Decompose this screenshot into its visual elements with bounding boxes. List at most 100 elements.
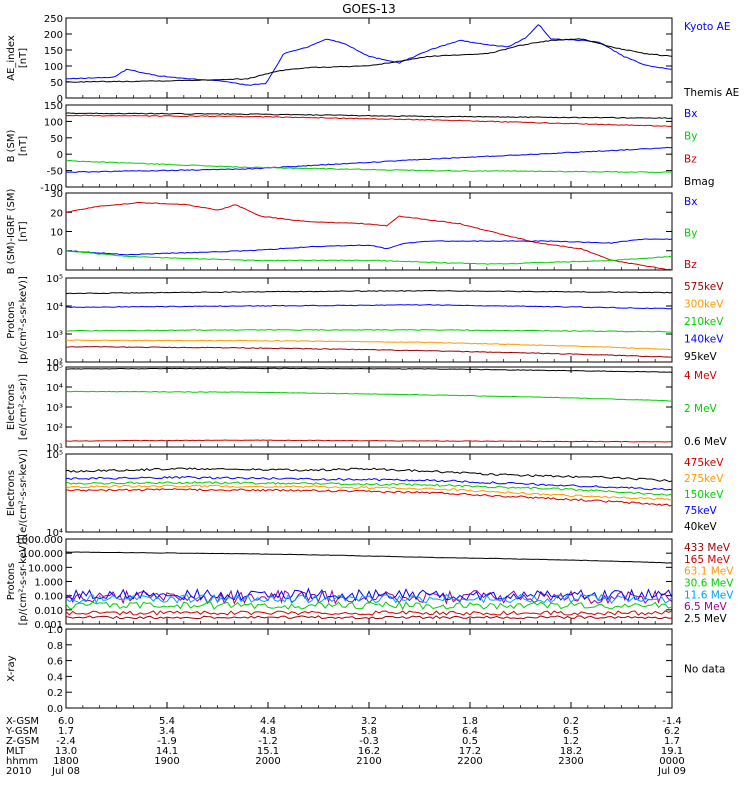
y-axis-label: B (SM)-IGRF (SM) xyxy=(6,189,17,275)
y-tick-label: 10² xyxy=(46,423,63,434)
ephemeris-row-label: 2010 xyxy=(6,766,31,777)
legend-entry: 165 MeV xyxy=(684,554,731,566)
panel-frame xyxy=(65,453,673,533)
y-tick-label: 50 xyxy=(50,78,63,89)
y-axis-label: [e/(cm²-s-sr)] xyxy=(18,374,29,440)
series-line xyxy=(65,346,673,358)
y-tick-label: 0 xyxy=(57,150,63,161)
series-line xyxy=(65,201,673,271)
series-line xyxy=(65,476,673,491)
plot-title: GOES-13 xyxy=(342,2,396,16)
legend-entry: By xyxy=(684,131,697,143)
y-tick-label: 10⁴ xyxy=(46,302,63,313)
ephemeris-value: 4.8 xyxy=(260,726,276,737)
y-tick-label: 10⁵ xyxy=(46,274,63,285)
ephemeris-value: 1.7 xyxy=(58,726,74,737)
y-tick-label: 150 xyxy=(44,101,63,112)
y-tick-label: 100.000 xyxy=(22,549,63,560)
series-line xyxy=(65,289,673,295)
series-line xyxy=(65,114,673,127)
y-tick-label: -100 xyxy=(40,183,63,194)
ephemeris-value: 0.5 xyxy=(462,736,478,747)
y-tick-label: 0 xyxy=(57,247,63,258)
y-tick-label: 250 xyxy=(44,14,63,25)
panel-protons1: 10² 10³ 10⁴ 10⁵ Protons [p/(cm²-s-sr-keV)] 575… xyxy=(6,274,724,369)
series-line xyxy=(65,159,673,174)
series-line xyxy=(65,146,673,173)
legend-entry: 433 MeV xyxy=(684,542,731,554)
series-line xyxy=(65,551,673,564)
y-tick-label: 20 xyxy=(50,208,63,219)
legend-entry: 300keV xyxy=(684,299,724,311)
series-line xyxy=(65,367,673,373)
series-line xyxy=(65,238,673,256)
panel-electrons2: 10⁴ 10⁵ Electrons [e/(cm²-s-sr-keV)] 475keV 2… xyxy=(6,449,724,539)
legend-entry: Bz xyxy=(684,259,697,271)
ephemeris-value: -2.4 xyxy=(56,736,76,747)
y-axis-label: Protons xyxy=(6,563,17,600)
ephemeris-row-label: MLT xyxy=(6,746,26,757)
panel-protons2: 0.001 0.010 0.100 1.000 10.000 100.000 1000.00… xyxy=(6,535,734,631)
ephemeris-value: 1.2 xyxy=(563,736,579,747)
legend-entry: 95keV xyxy=(684,351,718,363)
y-tick-label: -50 xyxy=(47,167,63,178)
ephemeris-value: 6.0 xyxy=(58,716,74,727)
legend-entry: 140keV xyxy=(684,334,724,346)
y-tick-label: 10 xyxy=(50,228,63,239)
ephemeris-value: 19.1 xyxy=(661,746,683,757)
y-tick-label: 0.100 xyxy=(34,592,63,603)
ephemeris-value: 1900 xyxy=(154,756,179,767)
y-tick-label: 10¹ xyxy=(46,443,63,454)
panel-xray: 0.0 0.2 0.4 0.6 0.8 1.0 X-ray No data xyxy=(6,625,725,715)
ephemeris-value: 18.2 xyxy=(560,746,582,757)
series-line xyxy=(65,112,673,119)
ephemeris-value: 2200 xyxy=(457,756,482,767)
legend-entry: Bmag xyxy=(684,176,715,188)
series-line xyxy=(65,589,673,605)
panel-bdiff: 0 10 20 30 B (SM)-IGRF (SM) [nT] Bx By Bz xyxy=(6,189,697,275)
y-tick-label: 0 xyxy=(57,94,63,105)
legend-entry: 63.1 MeV xyxy=(684,566,734,578)
legend-entry: 210keV xyxy=(684,316,724,328)
ephemeris-value: 0000 xyxy=(659,756,684,767)
ephemeris-value: 14.1 xyxy=(156,746,178,757)
y-axis-label: [nT] xyxy=(18,221,29,241)
legend-entry: Kyoto AE xyxy=(684,21,730,33)
series-line xyxy=(65,615,673,620)
series-line xyxy=(65,587,673,602)
series-line xyxy=(65,488,673,507)
legend-entry: 40keV xyxy=(684,521,718,533)
series-line xyxy=(65,303,673,310)
ephemeris-value: 1.7 xyxy=(664,736,680,747)
legend-entry: 2.5 MeV xyxy=(684,613,728,625)
legend-entry: 75keV xyxy=(684,505,718,517)
ephemeris-value: 2100 xyxy=(356,756,381,767)
legend-entry: Bz xyxy=(684,153,697,165)
legend-entry: 11.6 MeV xyxy=(684,589,734,601)
y-tick-label: 1000.000 xyxy=(15,535,63,546)
ephemeris-value: 3.2 xyxy=(361,716,377,727)
y-axis-label: B (SM) xyxy=(6,129,17,162)
panel-electrons1: 10¹ 10² 10³ 10⁴ 10⁵ Electrons [e/(cm²-s-sr)] 4 … xyxy=(6,363,728,454)
legend-entry: 475keV xyxy=(684,457,724,469)
y-tick-label: 10⁴ xyxy=(46,383,63,394)
ephemeris-row-label: hhmm xyxy=(6,756,38,767)
y-tick-label: 1.000 xyxy=(34,578,63,589)
series-line xyxy=(65,610,673,616)
ephemeris-value: 17.2 xyxy=(459,746,481,757)
y-axis-label: [e/(cm²-s-sr-keV)] xyxy=(18,449,29,537)
ephemeris-row-label: X-GSM xyxy=(6,716,39,727)
panel-frame xyxy=(65,17,673,99)
ephemeris-value: Jul 08 xyxy=(51,766,80,777)
ephemeris-value: -1.2 xyxy=(258,736,278,747)
series-line xyxy=(65,38,673,83)
y-tick-label: 100 xyxy=(44,62,63,73)
series-line xyxy=(65,390,672,402)
panel-frame xyxy=(65,628,673,709)
y-axis-label: Protons xyxy=(6,301,17,338)
series-line xyxy=(65,249,673,265)
y-tick-label: 0.2 xyxy=(47,688,63,699)
y-tick-label: 10² xyxy=(46,358,63,369)
series-line xyxy=(65,329,672,333)
